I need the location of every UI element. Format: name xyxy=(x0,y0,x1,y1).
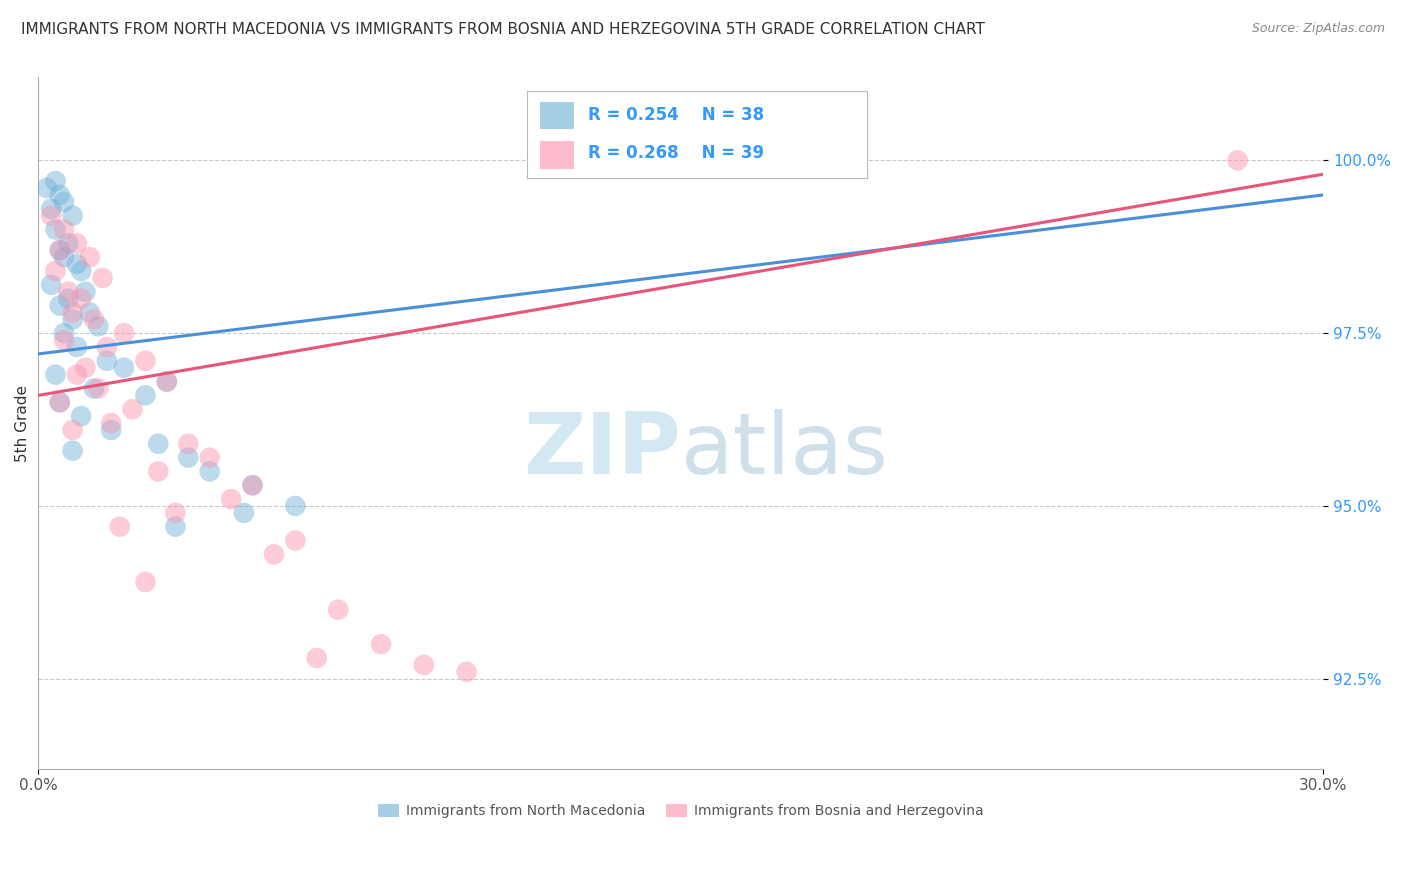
Point xyxy=(156,375,179,389)
Point xyxy=(62,305,84,319)
Point xyxy=(48,299,70,313)
Point xyxy=(44,222,66,236)
Point xyxy=(79,305,101,319)
Point xyxy=(134,388,156,402)
Point xyxy=(242,478,264,492)
Point xyxy=(134,354,156,368)
Point xyxy=(48,188,70,202)
Point xyxy=(53,222,76,236)
Point xyxy=(70,292,93,306)
Point xyxy=(39,277,62,292)
Point xyxy=(66,340,89,354)
Point xyxy=(62,423,84,437)
Point xyxy=(70,264,93,278)
Point xyxy=(79,250,101,264)
Point xyxy=(66,368,89,382)
Point xyxy=(44,264,66,278)
Point xyxy=(91,271,114,285)
Point xyxy=(58,292,80,306)
Text: IMMIGRANTS FROM NORTH MACEDONIA VS IMMIGRANTS FROM BOSNIA AND HERZEGOVINA 5TH GR: IMMIGRANTS FROM NORTH MACEDONIA VS IMMIG… xyxy=(21,22,986,37)
Point xyxy=(44,174,66,188)
Point xyxy=(53,250,76,264)
Point xyxy=(305,651,328,665)
Point xyxy=(1226,153,1249,168)
Point xyxy=(284,499,307,513)
Point xyxy=(232,506,254,520)
Point xyxy=(53,326,76,341)
Point xyxy=(242,478,264,492)
Point xyxy=(48,395,70,409)
Point xyxy=(263,547,285,561)
Point xyxy=(108,519,131,533)
Point xyxy=(75,285,97,299)
Point xyxy=(39,202,62,216)
Point xyxy=(112,360,135,375)
Point xyxy=(66,257,89,271)
Point xyxy=(48,244,70,258)
Point xyxy=(87,381,110,395)
Point xyxy=(62,209,84,223)
Point xyxy=(100,416,122,430)
Point xyxy=(328,602,350,616)
Legend: Immigrants from North Macedonia, Immigrants from Bosnia and Herzegovina: Immigrants from North Macedonia, Immigra… xyxy=(373,798,988,824)
Point xyxy=(75,360,97,375)
Point xyxy=(62,312,84,326)
Point xyxy=(44,368,66,382)
Point xyxy=(198,464,221,478)
Point xyxy=(148,464,170,478)
Point xyxy=(219,491,242,506)
Point xyxy=(134,574,156,589)
Point xyxy=(48,244,70,258)
Point xyxy=(39,209,62,223)
Text: ZIP: ZIP xyxy=(523,409,681,492)
Point xyxy=(156,375,179,389)
Point xyxy=(165,519,187,533)
Point xyxy=(121,402,143,417)
Point xyxy=(58,236,80,251)
Point xyxy=(100,423,122,437)
Point xyxy=(62,443,84,458)
Point xyxy=(70,409,93,423)
Point xyxy=(53,333,76,347)
Point xyxy=(177,436,200,450)
Point xyxy=(87,319,110,334)
Point xyxy=(66,236,89,251)
Text: Source: ZipAtlas.com: Source: ZipAtlas.com xyxy=(1251,22,1385,36)
Y-axis label: 5th Grade: 5th Grade xyxy=(15,384,30,461)
Point xyxy=(48,395,70,409)
Point xyxy=(58,285,80,299)
Point xyxy=(83,381,105,395)
Point xyxy=(284,533,307,548)
Point xyxy=(83,312,105,326)
Point xyxy=(148,436,170,450)
Point xyxy=(96,340,118,354)
Point xyxy=(53,194,76,209)
Point xyxy=(456,665,478,679)
Point xyxy=(35,181,58,195)
Point xyxy=(96,354,118,368)
Point xyxy=(112,326,135,341)
Point xyxy=(370,637,392,651)
Text: atlas: atlas xyxy=(681,409,889,492)
Point xyxy=(198,450,221,465)
Point xyxy=(177,450,200,465)
Point xyxy=(165,506,187,520)
Point xyxy=(412,657,434,672)
